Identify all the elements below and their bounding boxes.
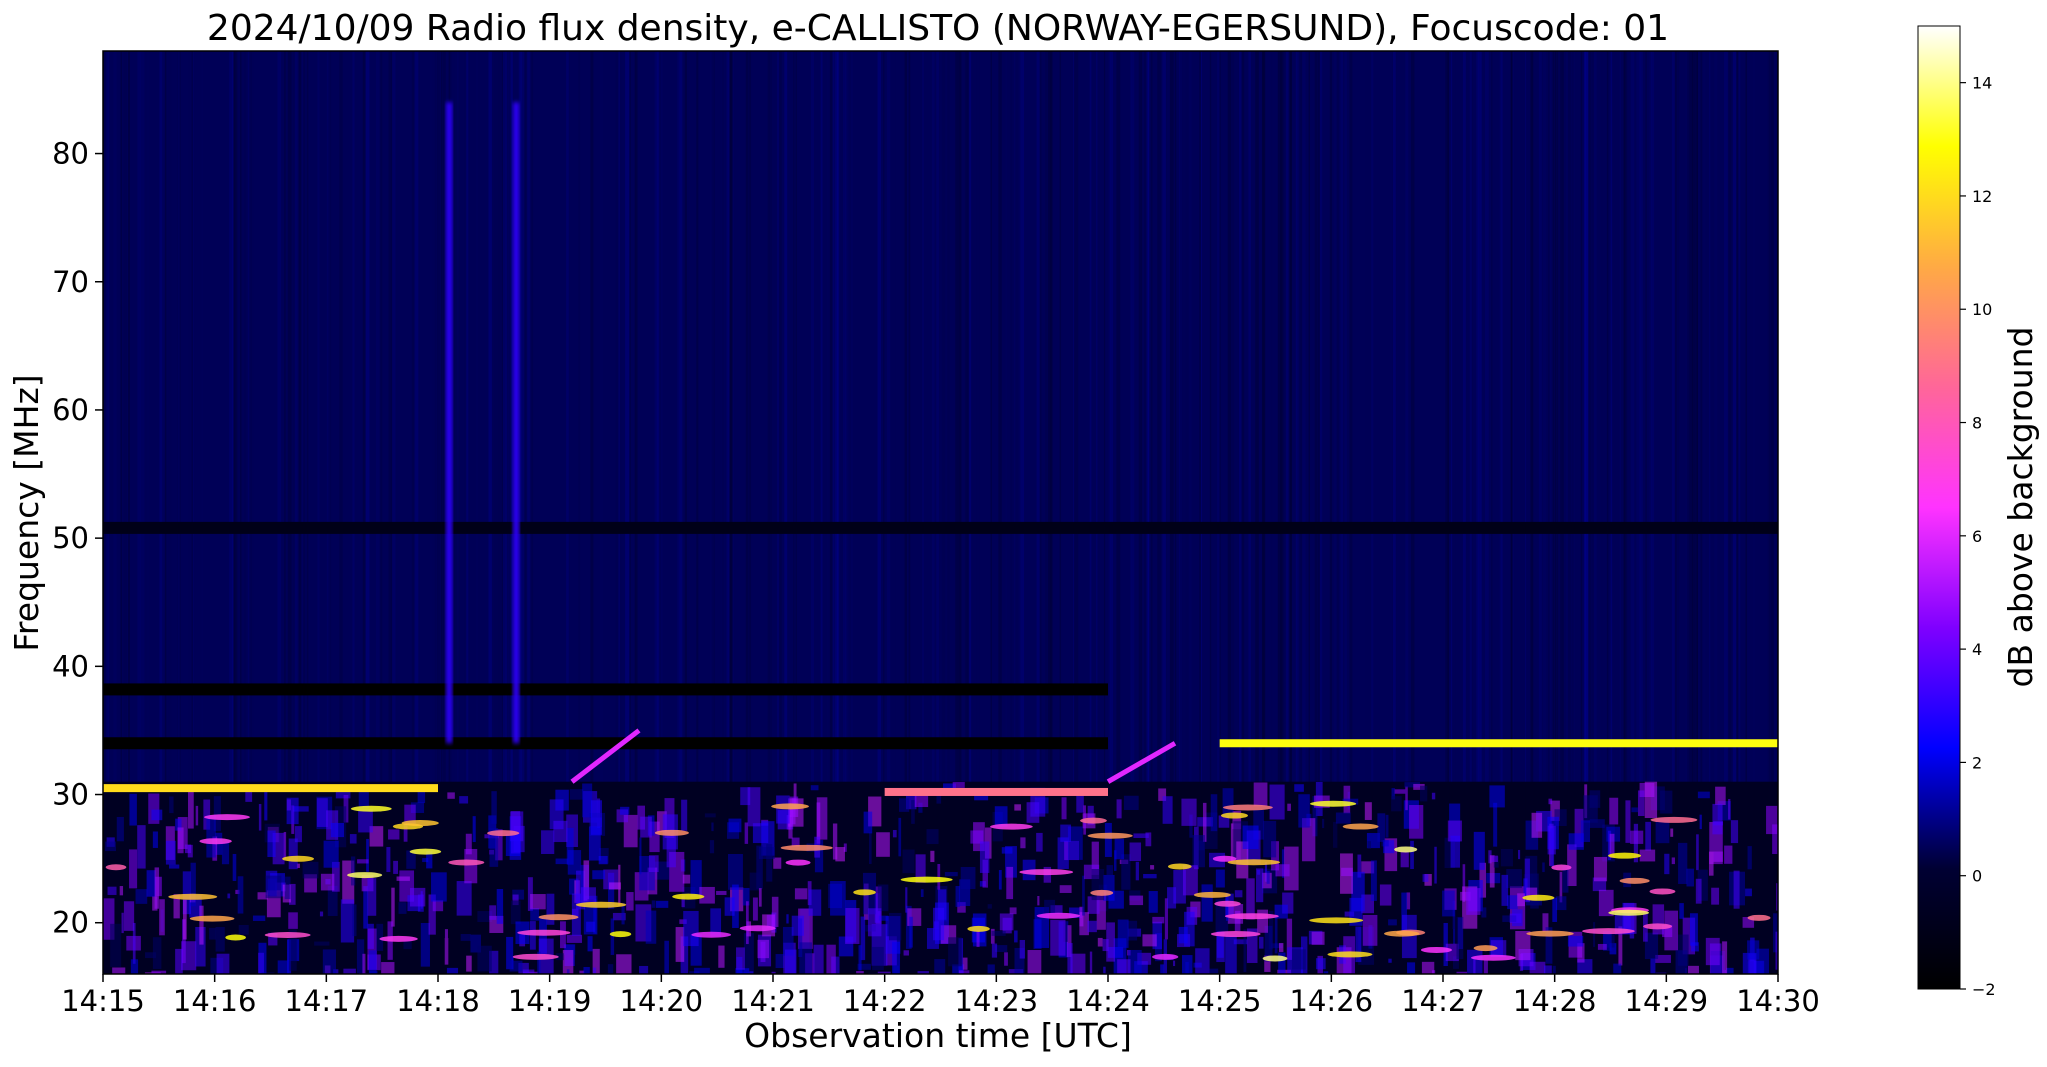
- colorbar: −2 0 2 4 6 8 10 12 14 dB above background: [1917, 25, 2040, 999]
- x-tick-label: 14:21: [731, 984, 815, 1018]
- x-tick-label: 14:27: [1401, 984, 1485, 1018]
- feature-dark-band-5: [103, 521, 1778, 534]
- x-tick-label: 14:15: [61, 984, 145, 1018]
- colorbar-tick-label: 12: [1972, 187, 1992, 206]
- feature-vertical-burst-7: [513, 102, 520, 744]
- colorbar-tick-label: 8: [1972, 414, 1982, 433]
- y-tick-label: 20: [52, 906, 89, 940]
- x-tick-label: 14:24: [1066, 984, 1150, 1018]
- colorbar-tick-label: 0: [1972, 867, 1982, 886]
- feature-dark-band-4: [103, 683, 1108, 696]
- feature-horizontal-band-2: [1219, 739, 1778, 748]
- heatmap-layer: [103, 51, 1778, 974]
- feature-vertical-burst-6: [446, 102, 453, 744]
- feature-horizontal-band-1: [884, 787, 1108, 796]
- feature-drifting-band-8: [570, 728, 641, 784]
- colorbar-gradient: [1917, 25, 1961, 990]
- x-tick-label: 14:28: [1513, 984, 1597, 1018]
- feature-drifting-band-9: [1106, 741, 1177, 784]
- colorbar-ticks: −2 0 2 4 6 8 10 12 14: [1960, 74, 1996, 999]
- x-tick-label: 14:30: [1736, 984, 1820, 1018]
- colorbar-tick-label: 14: [1972, 74, 1992, 93]
- x-tick-label: 14:19: [508, 984, 592, 1018]
- chart-title: 2024/10/09 Radio flux density, e-CALLIST…: [207, 8, 1669, 49]
- plot-area: [102, 50, 1779, 975]
- x-tick-label: 14:29: [1625, 984, 1709, 1018]
- x-tick-label: 14:26: [1290, 984, 1374, 1018]
- y-tick-label: 50: [52, 521, 89, 555]
- y-axis-label: Frequency [MHz]: [7, 374, 46, 651]
- x-tick-label: 14:23: [955, 984, 1039, 1018]
- x-tick-label: 14:22: [843, 984, 927, 1018]
- feature-horizontal-band-0: [103, 784, 438, 793]
- y-tick-label: 40: [52, 649, 89, 683]
- x-tick-label: 14:18: [396, 984, 480, 1018]
- colorbar-tick-label: 4: [1972, 640, 1982, 659]
- x-tick-label: 14:17: [285, 984, 369, 1018]
- plot-frame: [102, 50, 1779, 975]
- x-tick-label: 14:25: [1178, 984, 1262, 1018]
- x-axis-label: Observation time [UTC]: [744, 1016, 1132, 1055]
- x-tick-label: 14:20: [620, 984, 704, 1018]
- y-tick-label: 80: [52, 137, 89, 171]
- y-tick-label: 30: [52, 778, 89, 812]
- y-tick-label: 60: [52, 393, 89, 427]
- colorbar-tick-label: 6: [1972, 527, 1982, 546]
- colorbar-tick-label: 10: [1972, 300, 1992, 319]
- colorbar-tick-label: −2: [1972, 980, 1996, 999]
- feature-dark-band-3: [103, 737, 1108, 750]
- colorbar-tick-label: 2: [1972, 753, 1982, 772]
- y-tick-label: 70: [52, 265, 89, 299]
- colorbar-label: dB above background: [2001, 327, 2040, 688]
- x-axis: 14:15 14:16 14:17 14:18 14:19 14:20 14:21 14:22…: [61, 974, 1820, 1018]
- y-axis: 20 30 40 50 60 70 80: [52, 137, 103, 940]
- x-tick-label: 14:16: [173, 984, 257, 1018]
- spectrogram-texture: [103, 51, 1778, 974]
